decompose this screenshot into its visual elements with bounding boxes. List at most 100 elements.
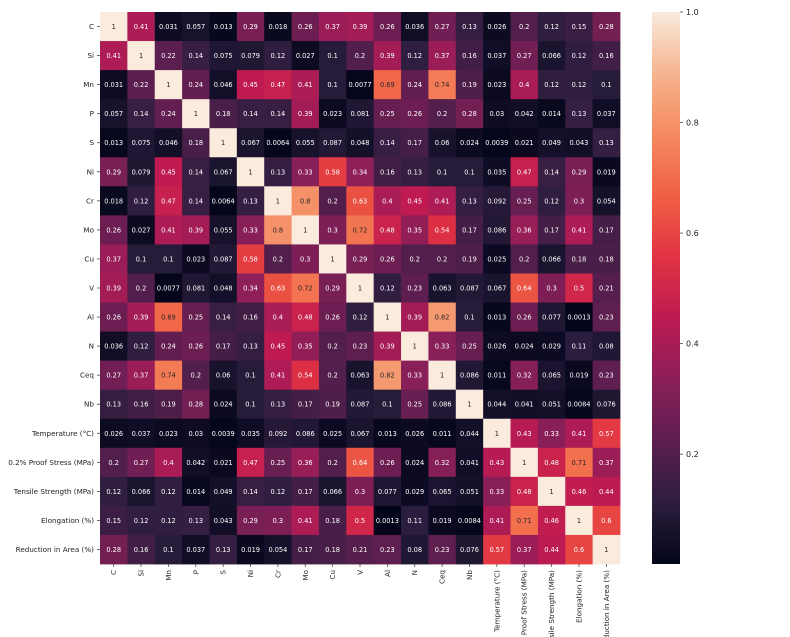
cell-value-label: 0.39 — [380, 343, 395, 351]
cell-value-label: 0.13 — [572, 110, 587, 118]
cell-value-label: 0.14 — [188, 197, 203, 205]
cell-value-label: 0.41 — [572, 226, 587, 234]
heatmap-cell — [236, 99, 265, 129]
heatmap-cell — [483, 476, 511, 507]
heatmap-cell — [346, 128, 375, 158]
heatmap-cell — [428, 128, 457, 158]
heatmap-cell — [373, 186, 402, 216]
cell-value-label: 0.1 — [464, 168, 475, 176]
cell-value-label: 0.1 — [163, 546, 174, 554]
heatmap-cell — [565, 505, 594, 536]
cell-value-label: 0.41 — [161, 226, 176, 234]
cell-value-label: 0.13 — [462, 197, 477, 205]
cell-value-label: 0.8 — [273, 226, 284, 234]
cell-value-label: 0.011 — [487, 372, 506, 380]
heatmap-cell — [592, 41, 621, 71]
heatmap-cell — [318, 534, 347, 565]
cell-value-label: 0.03 — [188, 430, 203, 438]
cell-value-label: 0.16 — [462, 52, 477, 60]
cell-value-label: 0.036 — [405, 23, 424, 31]
cell-value-label: 0.12 — [544, 23, 559, 31]
heatmap-cell — [537, 215, 566, 245]
heatmap-cell — [592, 476, 621, 507]
cell-value-label: 0.1 — [245, 401, 256, 409]
heatmap-cell — [592, 418, 621, 449]
heatmap-cell — [182, 41, 210, 71]
heatmap-cell — [154, 41, 183, 71]
cell-value-label: 0.12 — [544, 197, 559, 205]
cell-value-label: 0.048 — [351, 139, 370, 147]
cell-value-label: 0.35 — [407, 226, 422, 234]
cell-value-label: 0.32 — [517, 372, 532, 380]
cell-value-label: 0.092 — [268, 430, 287, 438]
cell-value-label: 0.2 — [273, 255, 284, 263]
heatmap-cell — [401, 447, 429, 478]
heatmap-cell — [373, 505, 402, 536]
heatmap-cell — [264, 505, 292, 536]
cell-value-label: 0.06 — [216, 372, 231, 380]
cell-value-label: 0.14 — [243, 110, 258, 118]
cell-value-label: 1 — [194, 110, 198, 118]
heatmap-cell — [127, 505, 156, 536]
cell-value-label: 0.11 — [407, 517, 422, 525]
heatmap-cell — [264, 186, 292, 216]
heatmap-cell — [318, 41, 347, 71]
cell-value-label: 0.2 — [519, 23, 530, 31]
cell-value-label: 0.44 — [544, 546, 559, 554]
cell-value-label: 0.057 — [104, 110, 123, 118]
heatmap-cell — [100, 157, 128, 187]
cell-value-label: 0.37 — [325, 23, 340, 31]
cell-value-label: 0.13 — [188, 517, 203, 525]
cell-value-label: 0.24 — [188, 81, 203, 89]
heatmap-cell — [510, 418, 539, 449]
cell-value-label: 0.3 — [574, 197, 585, 205]
cell-value-label: 0.41 — [489, 517, 504, 525]
heatmap-cell — [565, 418, 594, 449]
cell-value-label: 0.82 — [380, 372, 395, 380]
cell-value-label: 0.026 — [405, 430, 424, 438]
cell-value-label: 0.051 — [542, 401, 561, 409]
cell-value-label: 0.46 — [572, 488, 587, 496]
cell-value-label: 1 — [166, 81, 170, 89]
cell-value-label: 0.26 — [517, 314, 532, 322]
cell-value-label: 0.43 — [489, 459, 504, 467]
heatmap-cell — [428, 534, 457, 565]
heatmap-cell — [401, 157, 429, 187]
cell-value-label: 0.36 — [298, 459, 313, 467]
heatmap-cell — [318, 360, 347, 391]
heatmap-cell — [401, 331, 429, 362]
cell-value-label: 0.12 — [134, 343, 149, 351]
heatmap-cell — [428, 360, 457, 391]
cell-value-label: 0.086 — [433, 401, 452, 409]
cell-value-label: 0.0077 — [348, 81, 371, 89]
cell-value-label: 0.26 — [380, 255, 395, 263]
cell-value-label: 0.036 — [104, 343, 123, 351]
heatmap-cell — [100, 476, 128, 507]
heatmap-cell — [510, 41, 539, 71]
heatmap-cell — [592, 186, 621, 216]
cell-value-label: 0.066 — [323, 488, 342, 496]
cell-value-label: 0.12 — [161, 517, 176, 525]
cell-value-label: 0.2 — [519, 255, 530, 263]
cell-value-label: 0.076 — [597, 401, 616, 409]
cell-value-label: 0.45 — [407, 197, 422, 205]
cell-value-label: 0.34 — [353, 168, 368, 176]
heatmap-cell — [401, 99, 429, 129]
heatmap-cell — [291, 41, 320, 71]
heatmap-cell — [154, 389, 183, 420]
heatmap-cell — [428, 389, 457, 420]
cell-value-label: 0.2 — [108, 459, 119, 467]
heatmap-cell — [373, 215, 402, 245]
heatmap-cell — [537, 244, 566, 274]
heatmap-cell — [236, 418, 265, 449]
heatmap-cell — [346, 186, 375, 216]
heatmap-cell — [264, 157, 292, 187]
heatmap-cell — [483, 244, 511, 274]
cell-value-label: 0.049 — [542, 139, 561, 147]
heatmap-cell — [373, 273, 402, 303]
cell-value-label: 0.4 — [273, 314, 284, 322]
cell-value-label: 0.021 — [214, 459, 233, 467]
cell-value-label: 0.2 — [327, 343, 338, 351]
column-label: Si — [137, 570, 146, 577]
heatmap-cell — [154, 505, 183, 536]
